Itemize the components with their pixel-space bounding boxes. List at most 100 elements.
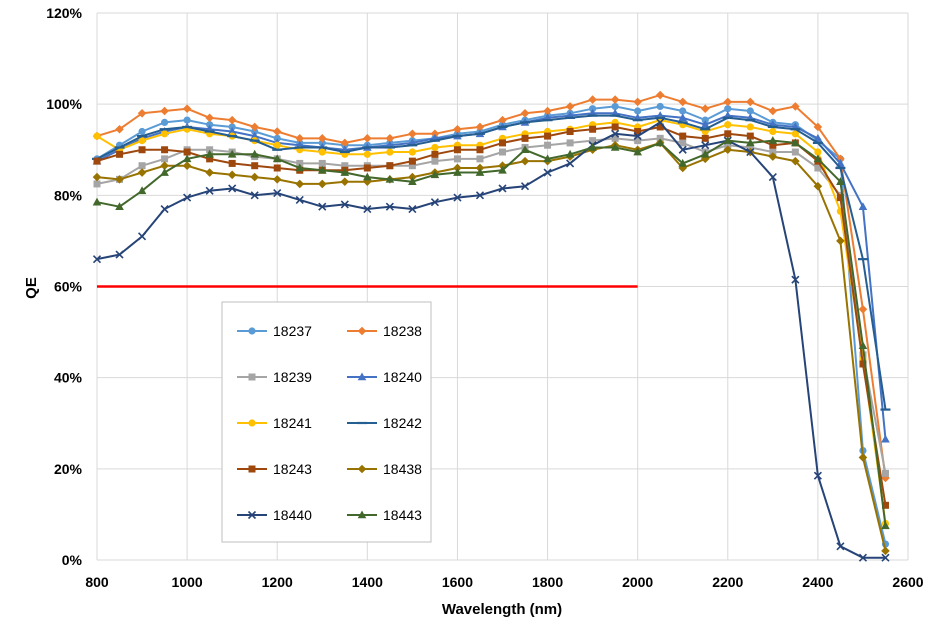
- data-point-18440: [408, 204, 417, 214]
- legend-swatch-marker: [248, 327, 256, 335]
- data-point-18243: [273, 164, 281, 172]
- data-point-18238: [678, 97, 688, 107]
- legend-label: 18241: [273, 415, 312, 431]
- y-tick-label: 0%: [62, 552, 83, 568]
- x-tick-label: 1200: [262, 574, 293, 590]
- data-point-18243: [859, 360, 867, 368]
- data-point-18239: [656, 134, 664, 142]
- data-point-18440: [746, 147, 755, 157]
- data-point-18238: [813, 122, 823, 132]
- x-tick-labels: 800 1000 1200 1400 1600 1800 2000 2200 2400 2600: [85, 574, 923, 590]
- data-point-18440: [768, 173, 777, 182]
- data-point-18239: [93, 180, 101, 188]
- data-point-18238: [160, 106, 169, 116]
- data-point-18239: [791, 148, 799, 156]
- data-point-18443: [768, 136, 778, 144]
- data-point-18237: [701, 116, 709, 124]
- series-line-18440: [96, 121, 886, 559]
- data-point-18438: [836, 236, 845, 246]
- data-point-18238: [317, 134, 327, 143]
- data-point-18239: [611, 134, 619, 142]
- data-point-18239: [499, 148, 506, 156]
- legend-swatch-marker: [357, 372, 367, 381]
- data-point-18438: [475, 163, 485, 173]
- data-point-18438: [250, 172, 259, 182]
- data-point-18440: [791, 275, 800, 284]
- data-point-18443: [791, 138, 800, 147]
- data-point-18438: [858, 453, 868, 462]
- data-point-18440: [543, 168, 552, 177]
- data-point-18239: [206, 146, 214, 154]
- data-point-18239: [138, 162, 146, 170]
- data-point-18238: [340, 138, 350, 148]
- data-point-18238: [385, 134, 395, 143]
- data-point-18243: [544, 132, 552, 140]
- x-tick-label: 1800: [532, 574, 563, 590]
- data-point-18239: [724, 141, 732, 149]
- data-point-18237: [656, 102, 664, 111]
- data-point-18440: [273, 188, 282, 198]
- legend-swatch-marker: [248, 419, 256, 427]
- data-point-18443: [408, 177, 417, 185]
- data-point-18438: [881, 546, 890, 556]
- data-point-18438: [768, 152, 778, 161]
- data-point-18243: [161, 146, 169, 154]
- data-point-18238: [746, 97, 755, 107]
- legend: 18237 18238 18239 18240 18241 18242 18243 18438…: [221, 301, 432, 543]
- data-point-18440: [115, 250, 124, 259]
- data-point-18238: [588, 95, 597, 104]
- data-point-18241: [160, 130, 169, 138]
- data-point-18239: [341, 162, 349, 170]
- data-point-18443: [836, 177, 845, 185]
- series-line-18243: [96, 126, 887, 506]
- data-point-18443: [317, 165, 327, 174]
- data-point-18438: [115, 175, 124, 184]
- data-point-18440: [858, 553, 868, 562]
- data-point-18243: [521, 134, 529, 142]
- data-point-18238: [137, 108, 147, 118]
- data-point-18438: [317, 179, 327, 189]
- data-point-18243: [206, 155, 214, 163]
- data-point-18238: [633, 97, 642, 107]
- data-point-18443: [115, 202, 124, 211]
- data-point-18241: [386, 148, 394, 156]
- data-point-18239: [476, 155, 484, 163]
- data-point-18443: [205, 149, 214, 158]
- data-point-18440: [633, 132, 642, 141]
- x-tick-label: 2600: [892, 574, 923, 590]
- legend-label: 18240: [383, 369, 422, 385]
- data-point-18239: [814, 164, 822, 172]
- data-point-18243: [589, 125, 597, 133]
- data-point-18438: [700, 154, 710, 164]
- data-point-18241: [93, 132, 101, 140]
- data-point-18243: [251, 162, 259, 170]
- data-point-18438: [92, 172, 102, 182]
- data-point-18243: [183, 148, 191, 156]
- data-point-18438: [813, 181, 823, 191]
- data-point-18237: [589, 105, 597, 113]
- data-point-18238: [182, 104, 192, 114]
- data-point-18440: [205, 186, 214, 195]
- data-point-18239: [881, 469, 889, 477]
- data-point-18243: [724, 130, 732, 138]
- data-point-18237: [746, 107, 754, 115]
- data-point-18243: [228, 159, 236, 167]
- data-point-18443: [565, 149, 575, 158]
- legend-swatch-marker: [248, 465, 256, 473]
- data-point-18438: [160, 161, 169, 171]
- data-point-18243: [386, 162, 394, 170]
- data-point-18241: [791, 130, 799, 138]
- legend-item-18443: 18443: [347, 507, 422, 523]
- data-point-18438: [340, 177, 350, 186]
- data-point-18238: [295, 134, 305, 143]
- data-point-18243: [679, 132, 687, 140]
- data-point-18243: [453, 146, 461, 154]
- data-point-18438: [295, 179, 305, 189]
- x-axis-title: Wavelength (nm): [442, 601, 562, 618]
- legend-swatch-marker: [248, 373, 256, 381]
- data-point-18238: [250, 122, 259, 132]
- legend-item-18242: 18242: [347, 415, 422, 431]
- data-point-18243: [476, 146, 484, 154]
- data-point-18238: [543, 106, 552, 116]
